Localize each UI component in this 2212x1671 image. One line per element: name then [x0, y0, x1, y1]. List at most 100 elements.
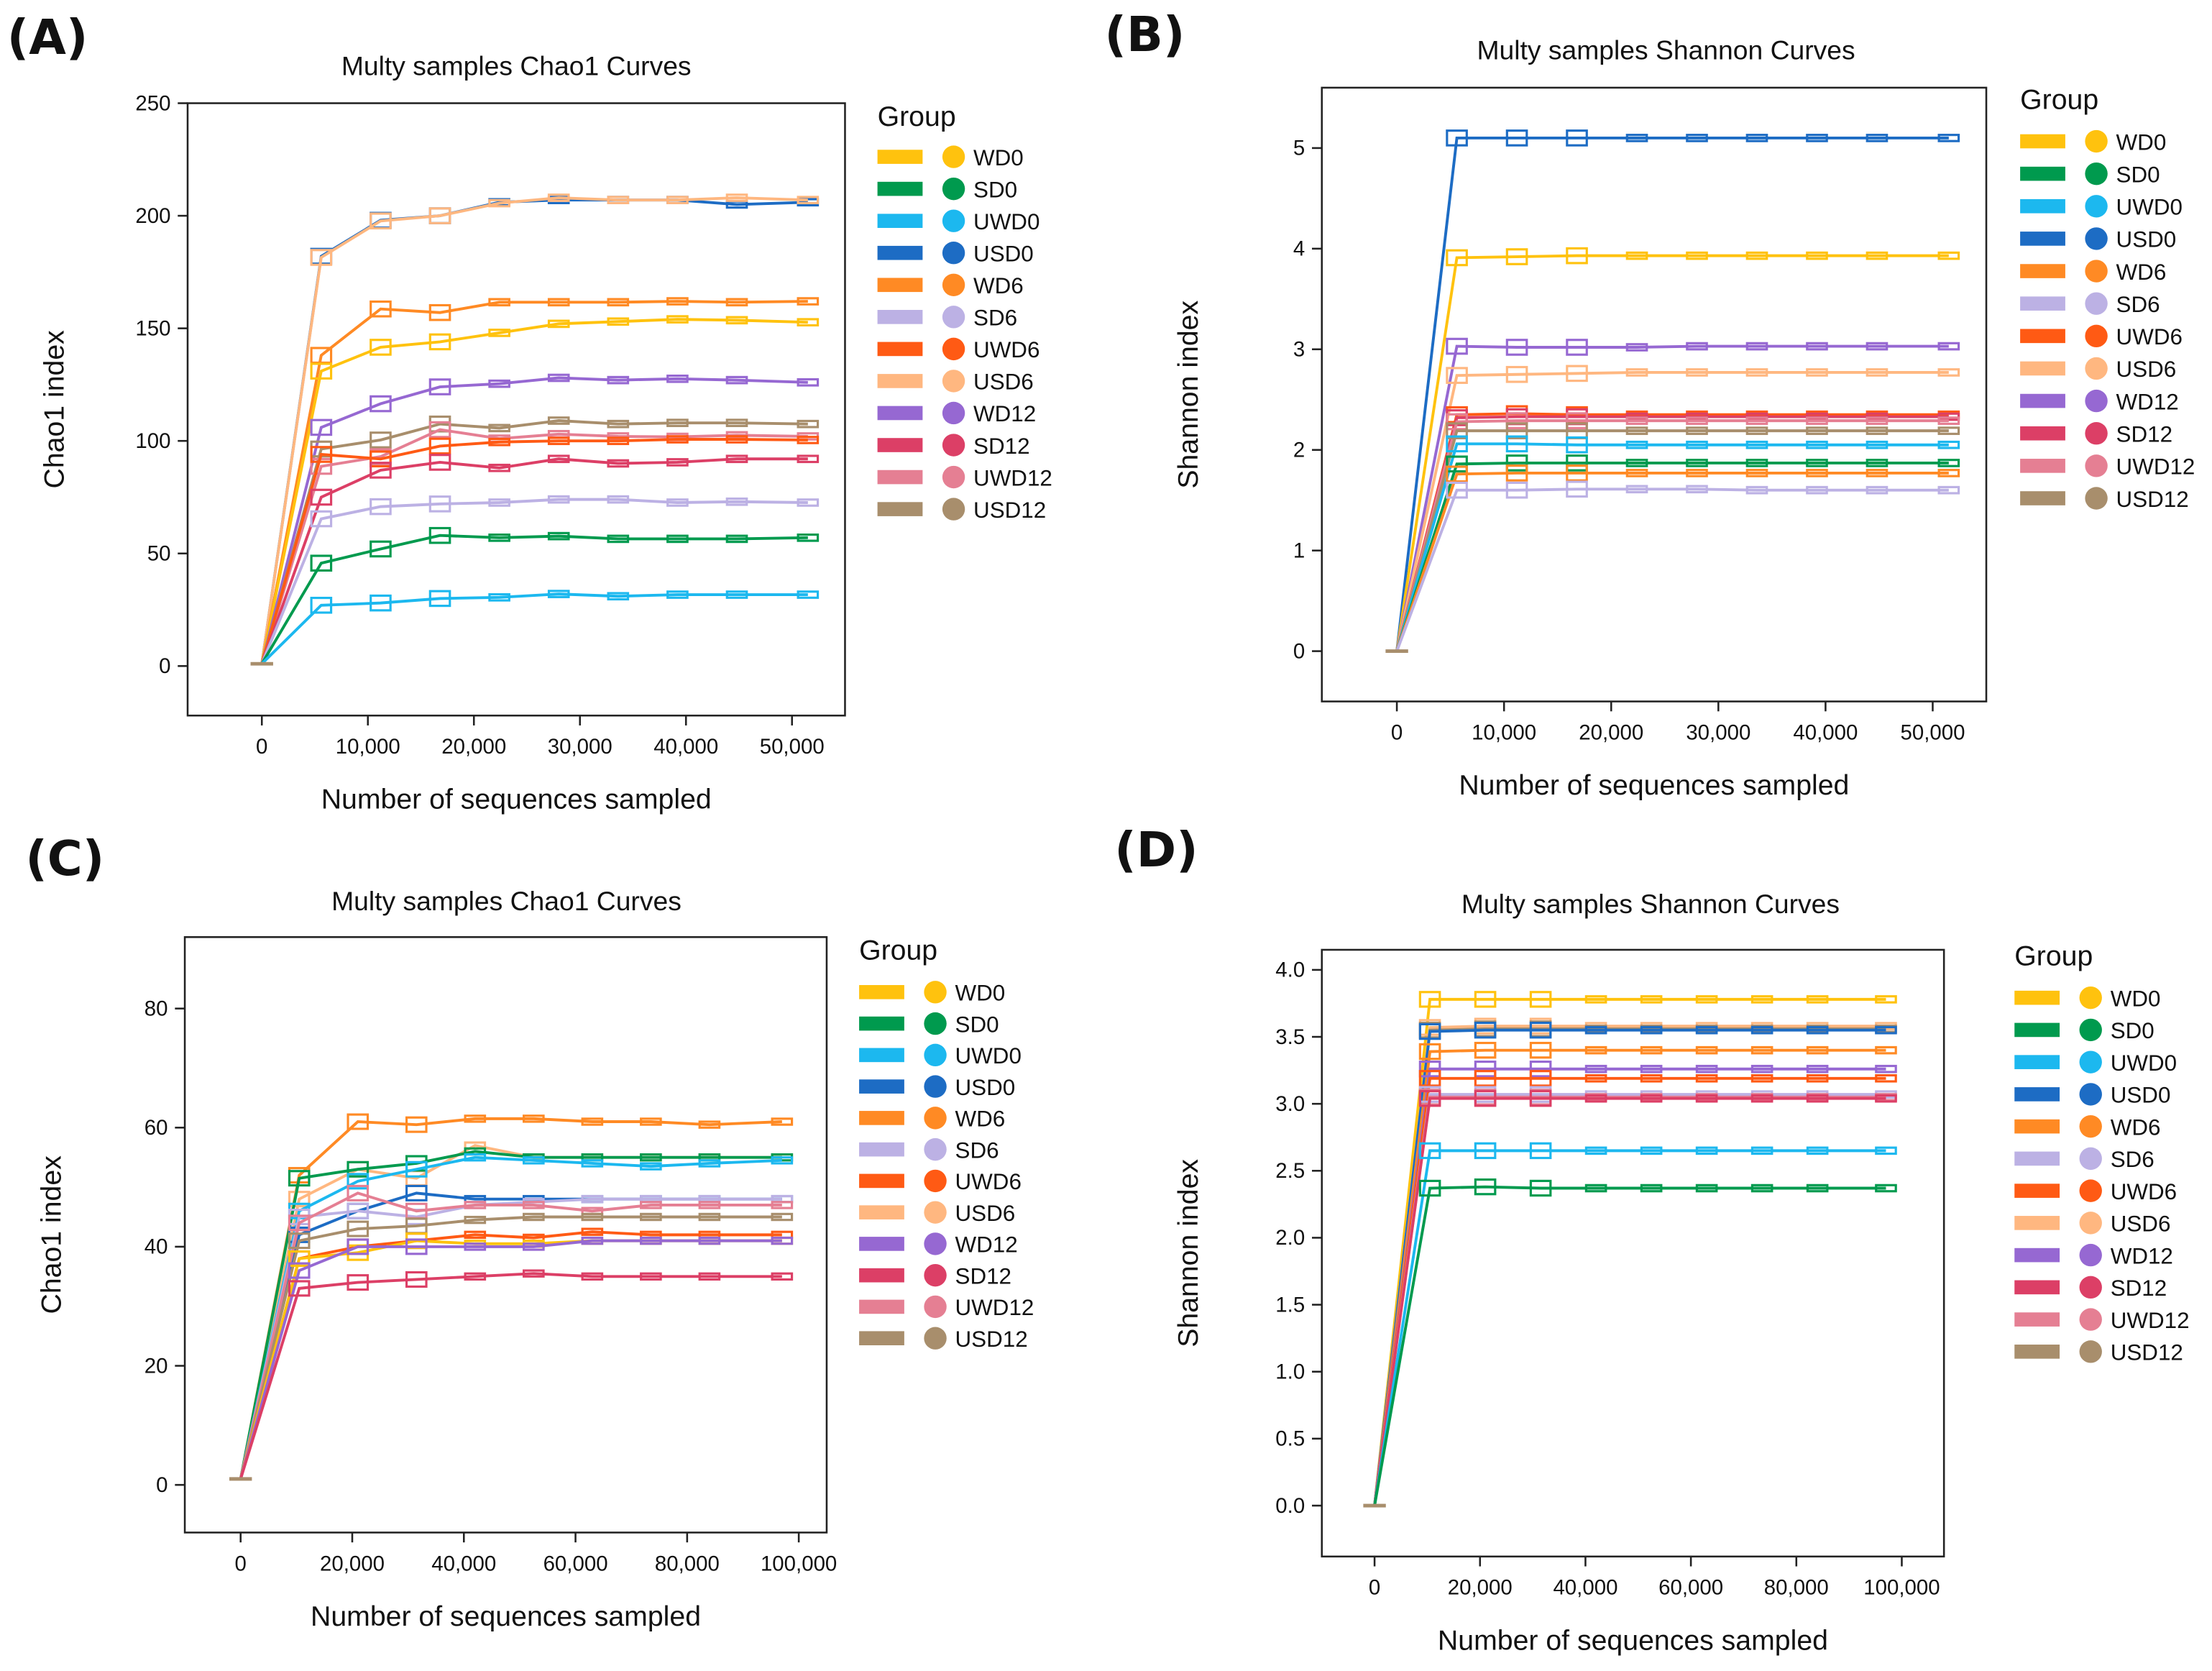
legend-dot	[2079, 1083, 2102, 1106]
box-mark-usd0	[1474, 1022, 1497, 1039]
y-tick-label: 3.0	[1275, 1092, 1305, 1116]
box-mark-uwd6	[1695, 1073, 1718, 1083]
box-mark-sd6	[1686, 485, 1708, 494]
box-mark-wd0	[1875, 995, 1897, 1004]
box-mark-sd0	[725, 534, 748, 544]
legend-item-wd6: WD6	[859, 1107, 1005, 1132]
legend-item-uwd0: UWD0	[2014, 1050, 2177, 1076]
box-mark-sd0	[370, 540, 392, 558]
box-mark-uwd6	[666, 435, 689, 444]
x-tick-label: 10,000	[1472, 721, 1536, 745]
chart-panel-d: (D) Multy samples Shannon Curves 0.0 0.5 1.0…	[1114, 822, 2189, 1656]
chart-panel-c: (C) Multy samples Chao1 Curves 0 20 40 60 80 0 2…	[25, 830, 1034, 1632]
box-mark-sd0	[288, 1170, 311, 1187]
series-line-wd0	[1373, 997, 1886, 1506]
legend-swatch	[859, 1142, 904, 1157]
box-mark-wd6	[488, 298, 510, 307]
series-line-usd12	[1395, 429, 1949, 652]
box-mark-uwd0	[1745, 440, 1768, 449]
box-mark-uwd12	[1625, 416, 1648, 425]
x-tick-label: 80,000	[1764, 1576, 1829, 1600]
legend-swatch	[2014, 1312, 2060, 1327]
legend-item-wd0: WD0	[859, 981, 1005, 1006]
box-mark-uwd12	[1686, 416, 1708, 425]
series-line-uwd0	[260, 592, 808, 665]
legend-swatch	[2014, 1055, 2060, 1069]
legend-label: USD6	[2111, 1212, 2171, 1237]
legend-label: WD0	[2116, 129, 2167, 155]
legend-label: WD12	[973, 401, 1036, 426]
legend-dot	[2085, 260, 2108, 283]
box-mark-wd6	[1695, 1045, 1718, 1055]
box-mark-wd0	[370, 339, 392, 356]
box-mark-uwd0	[1625, 440, 1648, 449]
box-mark-wd0	[1625, 251, 1648, 260]
box-mark-wd0	[1446, 249, 1468, 267]
legend-title: Group	[2014, 940, 2093, 972]
series-line-sd0	[1395, 461, 1949, 652]
box-mark-wd12	[1875, 1064, 1897, 1073]
box-mark-uwd12	[1566, 412, 1588, 429]
legend-dot	[2085, 487, 2108, 510]
series-line-uwd12	[1395, 419, 1949, 652]
legend-dot	[924, 981, 947, 1004]
legend-dot	[924, 1137, 947, 1161]
box-mark-uwd0	[1584, 1146, 1607, 1155]
box-mark-sd12	[1875, 1094, 1897, 1103]
x-tick-label: 80,000	[655, 1552, 720, 1575]
x-tick-label: 20,000	[1579, 721, 1643, 745]
box-mark-wd6	[1418, 1043, 1441, 1061]
legend-dot	[924, 1107, 947, 1130]
legend-swatch	[2014, 1087, 2060, 1102]
legend-item-uwd6: UWD6	[2014, 1179, 2177, 1204]
legend-swatch	[2020, 134, 2065, 149]
legend-dot	[924, 1043, 947, 1067]
box-mark-uwd0	[464, 1153, 487, 1162]
legend-item-wd12: WD12	[859, 1232, 1018, 1258]
legend-dot	[2079, 1276, 2102, 1299]
box-mark-usd12	[640, 1212, 662, 1222]
box-mark-sd12	[797, 454, 820, 464]
series-line-uwd12	[239, 1191, 782, 1480]
legend-dot	[924, 1263, 947, 1287]
box-mark-sd0	[1937, 459, 1960, 467]
legend-item-wd12: WD12	[2014, 1243, 2173, 1268]
box-mark-uwd0	[1505, 435, 1528, 453]
x-tick-label: 20,000	[320, 1552, 385, 1575]
box-mark-uwd6	[607, 436, 630, 446]
box-mark-wd0	[666, 315, 689, 324]
series-line-usd6	[260, 196, 808, 664]
legend-swatch	[2020, 264, 2065, 278]
legend-label: SD12	[973, 434, 1029, 459]
panel-label: (D)	[1114, 822, 1198, 878]
legend-dot	[924, 1075, 947, 1098]
box-mark-sd0	[488, 534, 510, 542]
legend-dot	[2085, 292, 2108, 315]
legend-swatch	[877, 150, 923, 164]
box-mark-wd6	[523, 1114, 545, 1123]
box-mark-uwd0	[347, 1173, 370, 1190]
box-mark-usd0	[1640, 1025, 1663, 1035]
box-mark-usd12	[725, 418, 748, 427]
box-mark-wd12	[1566, 339, 1588, 356]
legend-dot	[2079, 986, 2102, 1010]
y-tick-label: 3.5	[1275, 1025, 1305, 1049]
box-mark-wd6	[1505, 464, 1528, 482]
series-line-uwd6	[1395, 412, 1949, 652]
y-tick-label: 0	[1293, 639, 1305, 663]
box-mark-usd12	[797, 419, 820, 429]
legend-dot	[2085, 422, 2108, 445]
box-mark-sd0	[1865, 459, 1889, 467]
box-mark-uwd12	[607, 432, 630, 441]
x-tick-label: 20,000	[441, 735, 506, 759]
box-mark-usd6	[310, 249, 333, 266]
x-tick-label: 100,000	[761, 1552, 837, 1575]
legend-label: UWD0	[2111, 1050, 2177, 1076]
legend-swatch	[877, 374, 923, 388]
series-line-wd6	[239, 1117, 782, 1480]
y-tick-label: 20	[144, 1354, 168, 1378]
plot-frame	[186, 102, 846, 717]
box-mark-uwd0	[1865, 440, 1889, 449]
box-mark-sd0	[1875, 1184, 1897, 1193]
